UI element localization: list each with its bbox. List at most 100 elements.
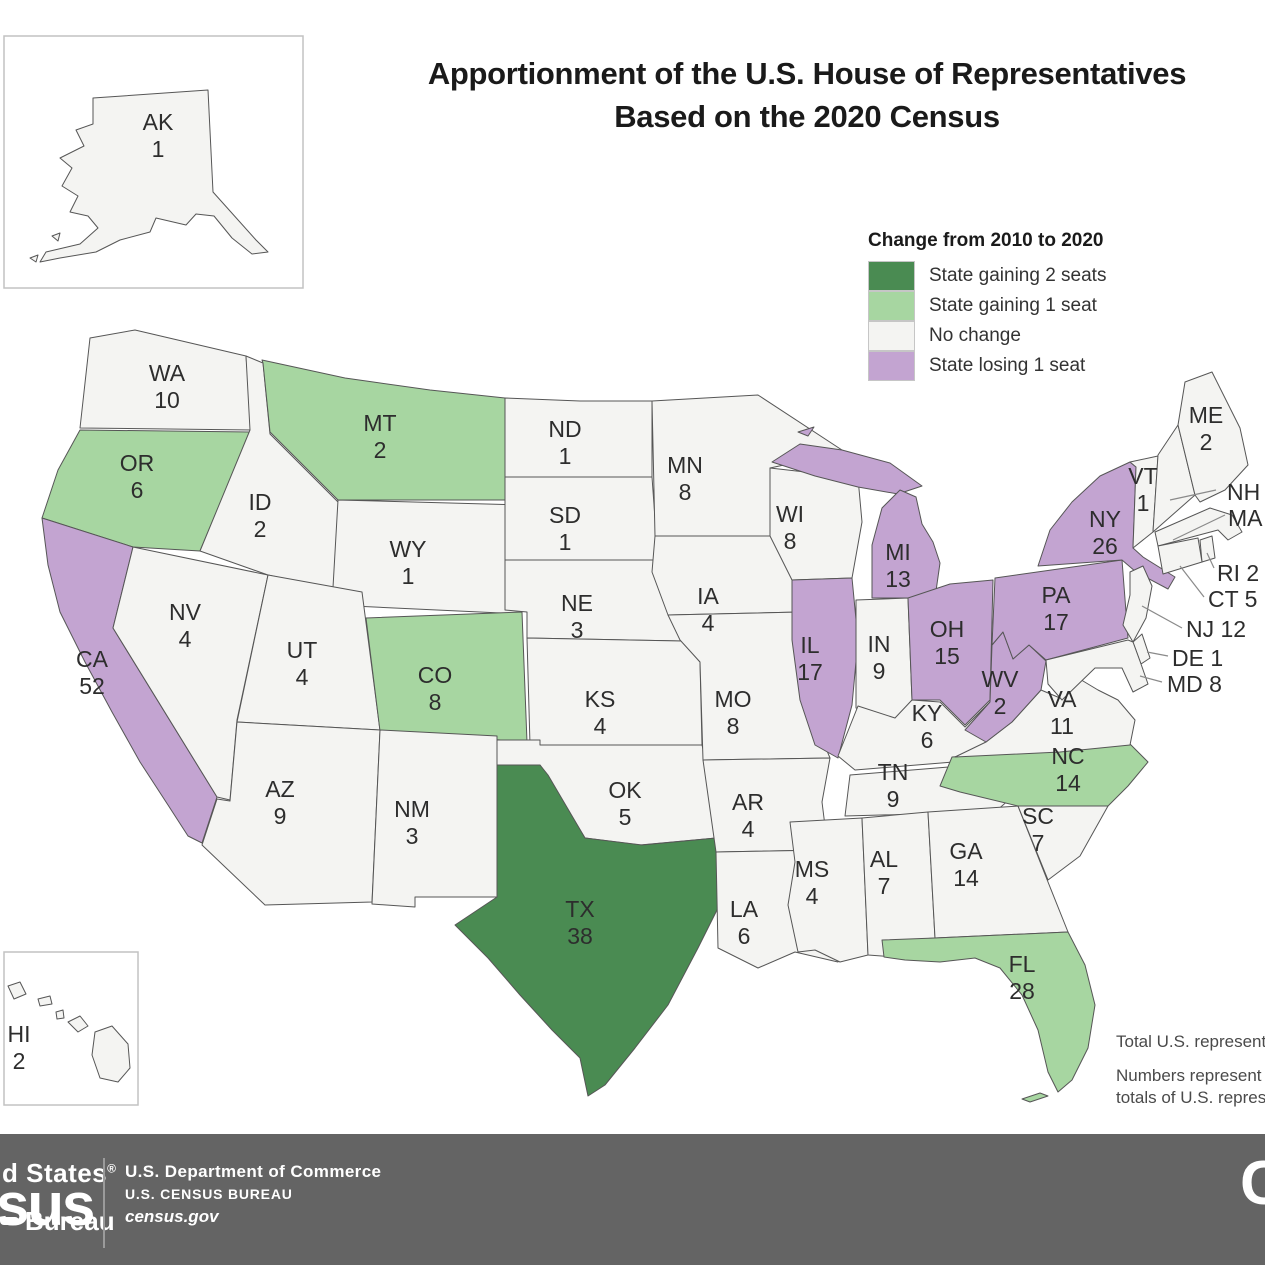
side-label-md: MD 8	[1167, 671, 1222, 697]
legend-swatch-lose1	[868, 351, 915, 381]
state-label-nv: NV	[169, 599, 202, 625]
state-label-ca: CA	[76, 646, 109, 672]
state-label-tn: TN	[878, 759, 909, 785]
footer-site: census.gov	[125, 1207, 219, 1226]
state-seats-ar: 4	[742, 816, 755, 842]
hawaii-island	[55, 1009, 65, 1020]
state-vt	[1129, 455, 1159, 549]
state-seats-mi: 13	[885, 566, 911, 592]
state-seats-tn: 9	[887, 786, 900, 812]
leader-de	[1146, 651, 1169, 657]
state-seats-ia: 4	[702, 610, 715, 636]
state-seats-ut: 4	[296, 664, 309, 690]
state-seats-la: 6	[738, 923, 751, 949]
leader-ct	[1179, 565, 1205, 598]
state-nj	[1122, 565, 1153, 643]
state-ri	[1199, 535, 1216, 563]
state-label-ia: IA	[697, 583, 719, 609]
state-label-mn: MN	[667, 452, 703, 478]
state-label-la: LA	[730, 896, 759, 922]
state-seats-ak: 1	[152, 136, 165, 162]
footer-bureau: U.S. CENSUS BUREAU	[125, 1186, 293, 1202]
state-label-ak: AK	[143, 109, 174, 135]
map-legend: Change from 2010 to 2020 State gaining 2…	[868, 230, 1106, 381]
leader-md	[1139, 675, 1163, 683]
census-logo-states-text: d States	[2, 1158, 108, 1188]
footer-divider	[103, 1158, 105, 1248]
legend-label-gain1: State gaining 1 seat	[929, 295, 1097, 316]
state-label-hi: HI	[8, 1021, 31, 1047]
note-numbers-1: Numbers represent re	[1116, 1066, 1265, 1085]
state-label-co: CO	[418, 662, 453, 688]
state-pa	[991, 559, 1129, 661]
legend-swatch-gain2	[868, 261, 915, 291]
leader-ma	[1172, 514, 1226, 541]
state-seats-oh: 15	[934, 643, 960, 669]
state-seats-tx: 38	[567, 923, 593, 949]
state-label-ut: UT	[287, 637, 318, 663]
state-label-ky: KY	[912, 700, 943, 726]
census-logo-main: sus	[0, 1171, 95, 1238]
leader-lines	[1139, 489, 1226, 683]
state-seats-ga: 14	[953, 865, 979, 891]
state-label-va: VA	[1048, 686, 1078, 712]
state-seats-or: 6	[131, 477, 144, 503]
state-label-pa: PA	[1042, 582, 1072, 608]
state-label-wi: WI	[776, 501, 804, 527]
side-label-ma: MA	[1228, 505, 1263, 531]
state-label-ks: KS	[585, 686, 616, 712]
legend-label-lose1: State losing 1 seat	[929, 355, 1086, 376]
state-label-ne: NE	[561, 590, 593, 616]
state-me	[1177, 371, 1249, 503]
state-label-ar: AR	[732, 789, 764, 815]
leader-nj	[1141, 605, 1183, 629]
state-label-nc: NC	[1051, 743, 1084, 769]
legend-swatch-gain1	[868, 291, 915, 321]
state-seats-id: 2	[254, 516, 267, 542]
state-fl	[881, 931, 1096, 1093]
footer-dept: U.S. Department of Commerce	[125, 1162, 382, 1181]
state-label-id: ID	[249, 489, 272, 515]
side-label-ct: CT 5	[1208, 586, 1257, 612]
note-total: Total U.S. representat	[1116, 1032, 1265, 1051]
state-label-az: AZ	[265, 776, 294, 802]
state-seats-ms: 4	[806, 883, 819, 909]
state-label-ga: GA	[949, 838, 983, 864]
title-line-2: Based on the 2020 Census	[614, 99, 1000, 134]
title-line-1: Apportionment of the U.S. House of Repre…	[427, 56, 1187, 91]
side-label-ri: RI 2	[1217, 560, 1259, 586]
state-seats-in: 9	[873, 658, 886, 684]
state-label-tx: TX	[565, 896, 594, 922]
lower-48	[41, 329, 1249, 1103]
legend-swatch-nochange	[868, 321, 915, 351]
alaska-island	[29, 254, 39, 263]
state-label-mt: MT	[363, 410, 396, 436]
alaska-inset	[3, 35, 304, 289]
state-seats-co: 8	[429, 689, 442, 715]
hawaii-island	[91, 1025, 131, 1083]
state-tx	[454, 764, 719, 1097]
hawaii-island	[67, 1015, 89, 1033]
legend-row-nochange: No change	[868, 321, 1106, 351]
legend-label-nochange: No change	[929, 325, 1021, 346]
state-label-ms: MS	[795, 856, 830, 882]
page-title: Apportionment of the U.S. House of Repre…	[350, 52, 1264, 138]
state-sd	[504, 476, 659, 561]
state-seats-il: 17	[797, 659, 823, 685]
legend-row-gain2: State gaining 2 seats	[868, 261, 1106, 291]
state-label-wy: WY	[389, 536, 426, 562]
state-fl-keys	[1021, 1092, 1049, 1103]
state-ga	[927, 805, 1069, 939]
state-seats-me: 2	[1200, 429, 1213, 455]
state-seats-ny: 26	[1092, 533, 1118, 559]
state-seats-nv: 4	[179, 626, 192, 652]
state-seats-ne: 3	[571, 617, 584, 643]
state-seats-va: 11	[1050, 713, 1074, 739]
state-seats-mn: 8	[679, 479, 692, 505]
hawaii-inset	[3, 951, 139, 1106]
state-seats-ks: 4	[594, 713, 607, 739]
state-mi-up	[771, 443, 923, 495]
state-seats-fl: 28	[1009, 978, 1035, 1004]
